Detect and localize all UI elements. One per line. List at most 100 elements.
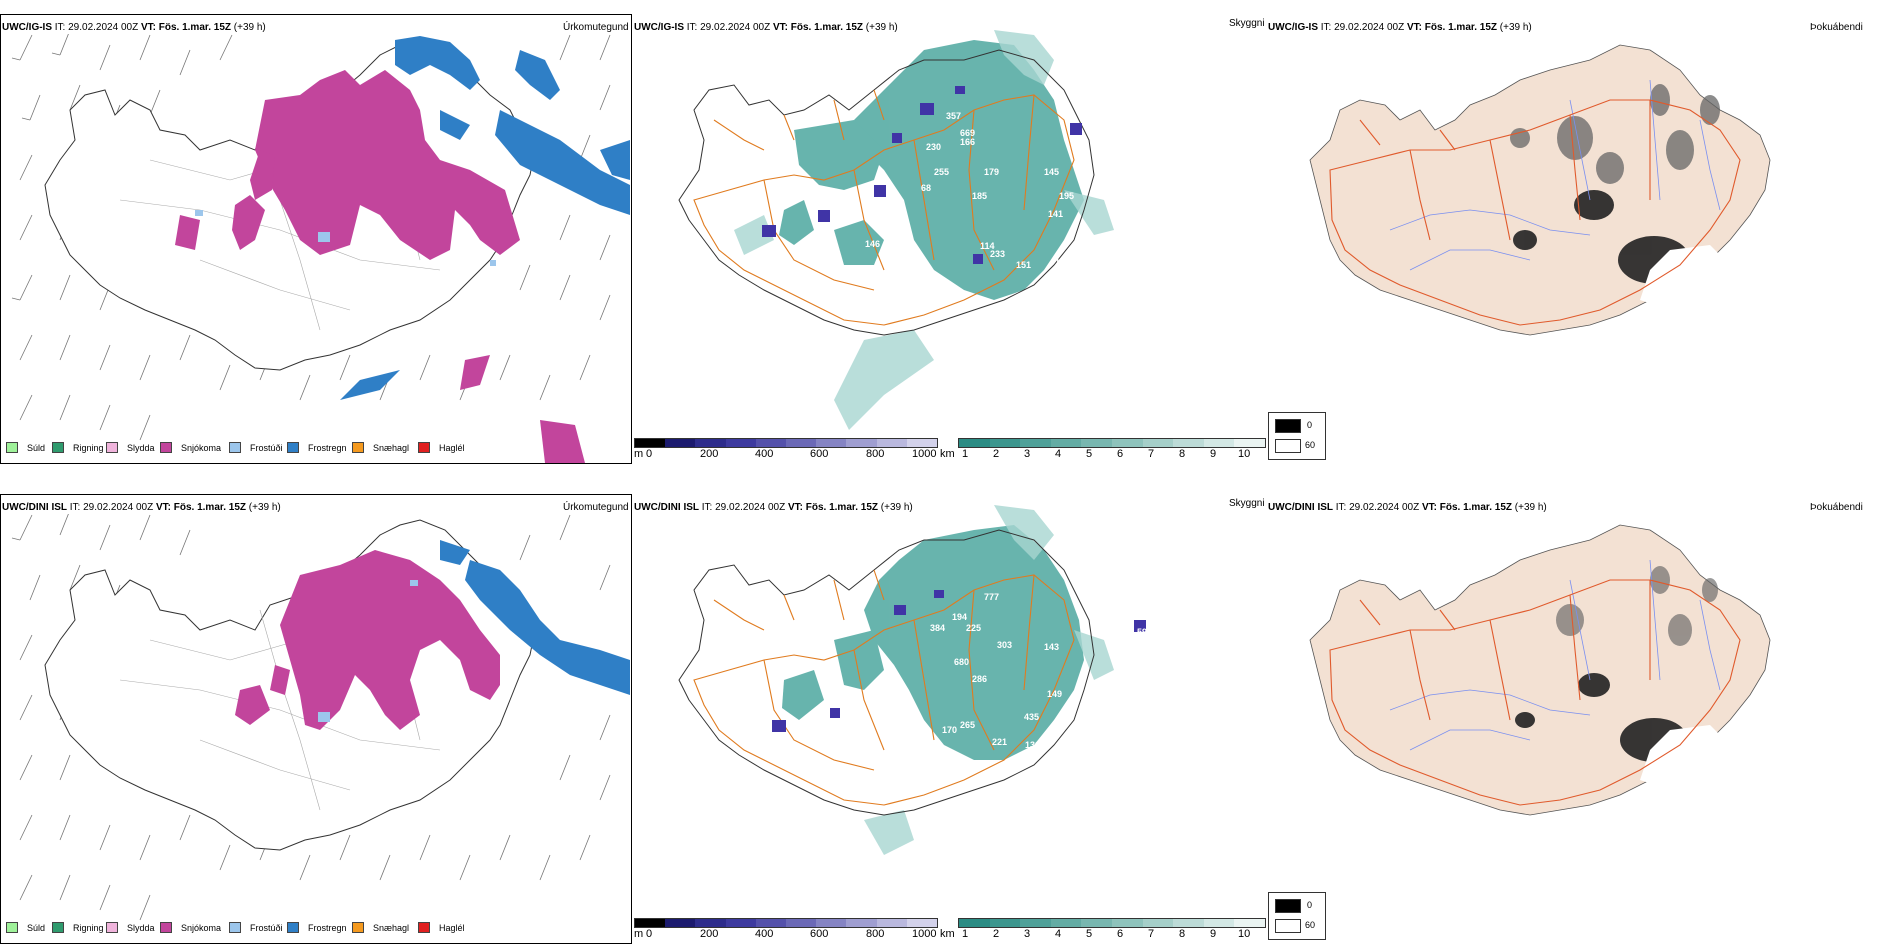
map-value-label: 233 xyxy=(990,249,1005,259)
map-value-label: 174 xyxy=(1116,260,1131,270)
iceland-outline xyxy=(678,529,1095,816)
snow-unit: m xyxy=(634,928,644,940)
legend-item: Frostúði xyxy=(229,922,283,933)
map-value-label: 255 xyxy=(934,167,949,177)
map-value-label: 383 xyxy=(1180,152,1195,162)
fog-tick: 0 xyxy=(1307,900,1313,910)
fog-map-2 xyxy=(1309,524,1771,816)
vis-tick: 7 xyxy=(1148,448,1155,460)
panel-header: UWC/IG-IS IT: 29.02.2024 00Z VT: Fös. 1.… xyxy=(2,22,266,33)
fog-tick: 60 xyxy=(1305,440,1316,450)
map-value-label: 166 xyxy=(960,137,975,147)
legend-item: Slydda xyxy=(106,922,155,933)
map-value-label: 215 xyxy=(1112,740,1127,750)
map-value-label: 225 xyxy=(966,623,981,633)
snow-tick: 800 xyxy=(866,928,885,940)
fog-tick: 0 xyxy=(1307,420,1313,430)
map-value-label: 151 xyxy=(1016,260,1031,270)
panel-header: UWC/DINI ISL IT: 29.02.2024 00Z VT: Fös.… xyxy=(2,502,281,513)
fog-map-1 xyxy=(1309,44,1771,336)
snow-colorbar xyxy=(634,438,938,448)
fog-legend: 0 60 xyxy=(1268,892,1326,940)
map-value-label: 363 xyxy=(1086,119,1101,129)
map-value-label: 146 xyxy=(865,239,880,249)
vis-tick: 3 xyxy=(1024,928,1031,940)
vis-tick: 7 xyxy=(1148,928,1155,940)
legend-item: Súld xyxy=(6,922,45,933)
map-value-label: 384 xyxy=(930,623,945,633)
map-value-label: 114 xyxy=(980,241,995,251)
snow-tick: 1000 xyxy=(912,928,937,940)
panel-title: Skyggni xyxy=(1229,18,1265,29)
precip-legend: Súld Rigning Slydda Snjókoma Frostúði Fr… xyxy=(0,438,632,462)
legend-item: Frostregn xyxy=(287,442,347,453)
snow-tick: 600 xyxy=(810,928,829,940)
wind-barbs xyxy=(11,514,611,921)
snow-tick: 400 xyxy=(755,448,774,460)
map-value-label: 131 xyxy=(1025,740,1040,750)
vis-tick: 2 xyxy=(993,928,1000,940)
fog-legend: 0 60 xyxy=(1268,412,1326,460)
map-value-label: 179 xyxy=(984,167,999,177)
vis-tick: 3 xyxy=(1024,448,1031,460)
map-value-label: 680 xyxy=(954,657,969,667)
vis-tick: 9 xyxy=(1210,448,1217,460)
legend-item: Haglél xyxy=(418,922,465,933)
snow-tick: 1000 xyxy=(912,448,937,460)
panel-header: UWC/IG-IS IT: 29.02.2024 00Z VT: Fös. 1.… xyxy=(634,22,898,33)
map-value-label: 777 xyxy=(984,592,999,602)
panel-header: UWC/DINI ISL IT: 29.02.2024 00Z VT: Fös.… xyxy=(634,502,913,513)
vis-unit: km xyxy=(940,448,955,460)
row-1: UWC/IG-IS IT: 29.02.2024 00Z VT: Fös. 1.… xyxy=(0,0,1900,470)
map-value-label: 599 xyxy=(1137,627,1152,637)
legend-item: Rigning xyxy=(52,922,104,933)
visibility-colorbar xyxy=(958,918,1266,928)
vis-tick: 4 xyxy=(1055,928,1062,940)
map-value-label: 99 xyxy=(1154,644,1164,654)
snow-tick: 600 xyxy=(810,448,829,460)
snow-tick: 0 xyxy=(646,928,653,940)
map-value-label: 194 xyxy=(952,612,967,622)
precip-map-2 xyxy=(11,514,630,921)
legend-item: Haglél xyxy=(418,442,465,453)
vis-tick: 2 xyxy=(993,448,1000,460)
map-value-label: 171 xyxy=(856,721,871,731)
vis-tick: 6 xyxy=(1117,448,1124,460)
map-value-label: 145 xyxy=(1044,167,1059,177)
map-value-label: 149 xyxy=(1047,689,1062,699)
legend-item: Snæhagl xyxy=(352,442,409,453)
snow-tick: 200 xyxy=(700,928,719,940)
map-value-label: 100 xyxy=(1055,257,1070,267)
snow-unit: m xyxy=(634,448,644,460)
map-value-label: 195 xyxy=(1059,191,1074,201)
map-value-label: 435 xyxy=(1024,712,1039,722)
vis-tick: 10 xyxy=(1238,928,1251,940)
vis-tick: 1 xyxy=(962,928,969,940)
fog-tick: 60 xyxy=(1305,920,1316,930)
precip-type-panel-2 xyxy=(0,494,632,944)
row-2: UWC/DINI ISL IT: 29.02.2024 00Z VT: Fös.… xyxy=(0,480,1900,950)
map-value-label: 995 xyxy=(1121,116,1136,126)
map-value-label: 357 xyxy=(946,111,961,121)
map-value-label: 88 xyxy=(1144,142,1154,152)
legend-item: Súld xyxy=(6,442,45,453)
map-value-label: 286 xyxy=(972,674,987,684)
iceland-outline xyxy=(44,519,536,851)
vis-tick: 5 xyxy=(1086,928,1093,940)
snow-tick: 800 xyxy=(866,448,885,460)
vis-tick: 1 xyxy=(962,448,969,460)
map-value-label: 303 xyxy=(997,640,1012,650)
vis-tick: 8 xyxy=(1179,448,1186,460)
precip-legend: Súld Rigning Slydda Snjókoma Frostúði Fr… xyxy=(0,918,632,942)
map-value-label: 68 xyxy=(921,183,931,193)
map-value-label: 221 xyxy=(992,737,1007,747)
panel-header: UWC/IG-IS IT: 29.02.2024 00Z VT: Fös. 1.… xyxy=(1268,22,1532,33)
panel-title: Úrkomutegund xyxy=(563,502,629,513)
snow-tick: 400 xyxy=(755,928,774,940)
vis-tick: 8 xyxy=(1179,928,1186,940)
snow-tick: 200 xyxy=(700,448,719,460)
vis-unit: km xyxy=(940,928,955,940)
vis-tick: 9 xyxy=(1210,928,1217,940)
map-value-label: 141 xyxy=(1048,209,1063,219)
legend-item: Snæhagl xyxy=(352,922,409,933)
